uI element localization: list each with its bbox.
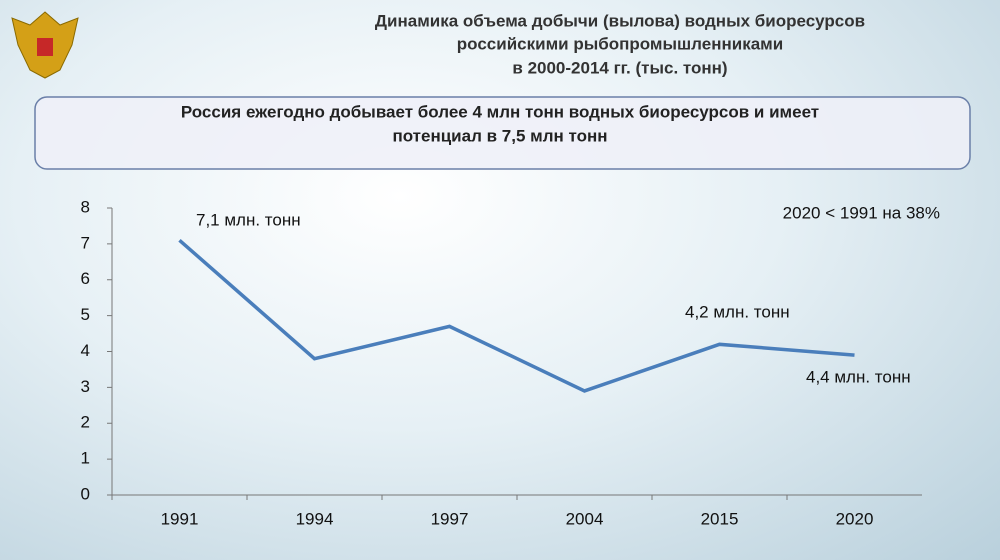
callout-line: потенциал в 7,5 млн тонн — [392, 126, 607, 145]
y-tick-label: 0 — [81, 484, 90, 503]
annotation: 2020 < 1991 на 38% — [783, 203, 940, 222]
annotation: 7,1 млн. тонн — [196, 210, 301, 229]
x-tick-label: 2004 — [566, 509, 604, 528]
x-tick-label: 1991 — [161, 509, 199, 528]
x-tick-label: 1997 — [431, 509, 469, 528]
y-tick-label: 5 — [81, 305, 90, 324]
y-tick-label: 1 — [81, 449, 90, 468]
title-line: российскими рыбопромышленниками — [457, 34, 783, 53]
x-tick-label: 2020 — [836, 509, 874, 528]
data-line — [178, 238, 855, 393]
callout-line: Россия ежегодно добывает более 4 млн тон… — [181, 102, 819, 121]
y-tick-label: 4 — [81, 341, 90, 360]
y-tick-label: 2 — [81, 413, 90, 432]
y-tick-label: 3 — [81, 377, 90, 396]
y-tick-label: 8 — [81, 197, 90, 216]
annotation: 4,4 млн. тонн — [806, 367, 911, 386]
y-tick-label: 7 — [81, 233, 90, 252]
emblem — [11, 11, 79, 79]
callout-box — [34, 96, 971, 170]
annotation: 4,2 млн. тонн — [685, 302, 790, 321]
title-line: в 2000-2014 гг. (тыс. тонн) — [512, 58, 727, 77]
x-tick-label: 1994 — [296, 509, 334, 528]
title-line: Динамика объема добычи (вылова) водных б… — [375, 11, 865, 30]
y-tick-label: 6 — [81, 269, 90, 288]
x-tick-label: 2015 — [701, 509, 739, 528]
